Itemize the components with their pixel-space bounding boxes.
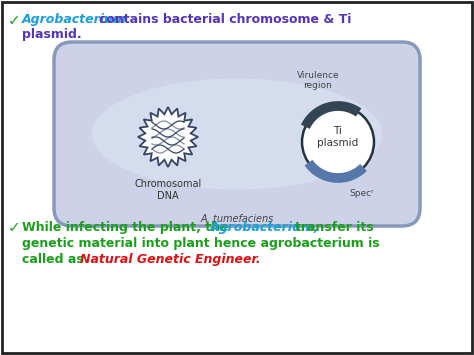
Text: Chromosomal
DNA: Chromosomal DNA [134, 179, 201, 201]
Circle shape [302, 106, 374, 178]
Text: ✓: ✓ [8, 220, 21, 235]
Text: Agrobacterium: Agrobacterium [22, 13, 127, 26]
Text: transfer its: transfer its [295, 221, 374, 234]
FancyBboxPatch shape [54, 42, 420, 226]
Text: contains bacterial chromosome & Ti: contains bacterial chromosome & Ti [99, 13, 351, 26]
Text: called as: called as [22, 253, 88, 266]
Ellipse shape [92, 78, 382, 190]
Text: A. tumefaciens: A. tumefaciens [201, 214, 273, 224]
Text: Natural Genetic Engineer.: Natural Genetic Engineer. [80, 253, 261, 266]
Text: Agrobacterium,: Agrobacterium, [210, 221, 319, 234]
Text: plasmid.: plasmid. [22, 28, 82, 41]
Text: Virulence
region: Virulence region [297, 71, 339, 90]
Text: genetic material into plant hence agrobacterium is: genetic material into plant hence agroba… [22, 237, 380, 250]
Text: While infecting the plant, the: While infecting the plant, the [22, 221, 233, 234]
Text: ✓: ✓ [8, 13, 21, 28]
Text: Ti
plasmid: Ti plasmid [318, 126, 359, 148]
Text: Specʳ: Specʳ [350, 189, 374, 198]
Polygon shape [138, 107, 198, 167]
